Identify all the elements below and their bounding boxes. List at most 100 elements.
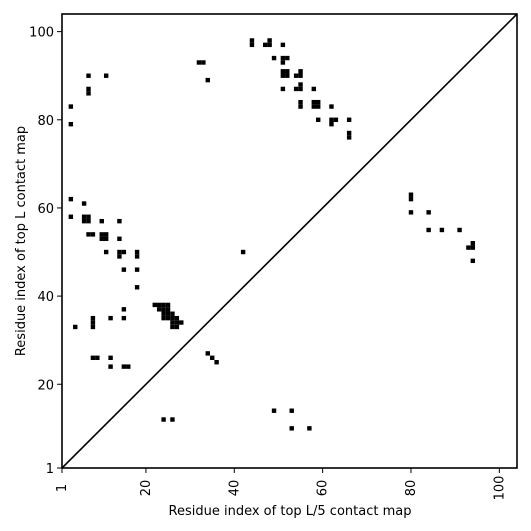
contact-point — [103, 236, 109, 241]
contact-point — [134, 267, 140, 272]
x-tick-label: 60 — [316, 480, 331, 497]
x-tick-label: 1 — [55, 484, 70, 492]
contact-point — [289, 426, 294, 431]
contact-point — [81, 214, 87, 219]
contact-point — [103, 249, 109, 255]
contact-point — [174, 315, 180, 321]
contact-point — [346, 117, 352, 122]
contact-point — [161, 302, 166, 308]
contact-point — [99, 232, 104, 237]
contact-point — [408, 196, 414, 202]
contact-point — [108, 364, 113, 369]
contact-point — [161, 417, 166, 422]
contact-point — [126, 364, 131, 369]
contact-point — [86, 73, 91, 78]
y-axis-title: Residue index of top L contact map — [14, 126, 29, 356]
contact-point — [108, 355, 113, 361]
contact-point — [214, 360, 219, 365]
contact-point — [346, 130, 352, 136]
contact-point — [108, 315, 113, 321]
contact-point — [280, 69, 286, 74]
contact-point — [165, 307, 171, 312]
contact-point — [205, 77, 210, 83]
x-tick-label: 40 — [227, 480, 242, 497]
contact-point — [81, 201, 87, 206]
contact-point — [86, 91, 91, 96]
contact-point — [439, 227, 445, 233]
contact-point — [165, 315, 171, 321]
contact-point — [152, 302, 157, 308]
contact-point — [95, 355, 100, 361]
contact-point — [470, 245, 476, 250]
contact-point — [90, 315, 96, 321]
contact-point — [134, 249, 140, 255]
contact-point — [201, 60, 206, 65]
contact-point — [86, 218, 91, 224]
contact-point — [311, 99, 317, 105]
contact-point — [470, 241, 476, 246]
contact-point — [311, 86, 317, 92]
contact-point — [249, 42, 255, 48]
contact-point — [298, 82, 303, 87]
contact-point — [121, 315, 127, 321]
contact-point — [263, 42, 268, 48]
contact-point — [307, 426, 312, 431]
contact-point — [293, 86, 299, 92]
contact-point — [298, 69, 303, 74]
contact-point — [333, 117, 339, 122]
contact-point — [81, 218, 87, 224]
contact-point — [90, 232, 96, 237]
contact-point — [121, 249, 127, 255]
x-axis-title: Residue index of top L/5 contact map — [169, 504, 412, 519]
contact-point — [408, 210, 414, 215]
contact-point — [196, 60, 202, 65]
contact-point — [156, 302, 162, 308]
contact-point — [209, 355, 215, 361]
diagonal-line — [61, 13, 518, 469]
contact-point — [174, 324, 180, 330]
contact-point — [165, 311, 171, 316]
contact-point — [426, 227, 431, 233]
contact-point — [90, 355, 96, 361]
contact-point — [99, 218, 104, 224]
contact-point — [285, 73, 290, 78]
contact-point — [316, 104, 321, 109]
contact-point — [170, 320, 175, 325]
contact-point — [466, 245, 471, 250]
contact-point — [271, 408, 277, 413]
contact-point — [86, 214, 91, 219]
x-axis-ticks: 1 20 40 60 80 100 — [55, 468, 507, 500]
contact-point — [329, 104, 334, 109]
contact-point — [68, 196, 74, 202]
contact-point — [174, 320, 180, 325]
y-axis-ticks: 1 20 40 60 80 100 — [29, 26, 62, 477]
contact-point — [298, 104, 303, 109]
contact-point — [161, 311, 166, 316]
contact-point — [121, 364, 127, 369]
contact-point — [311, 104, 317, 109]
contact-point — [86, 86, 91, 92]
contact-point — [90, 324, 96, 330]
contact-point — [103, 232, 109, 237]
contact-point — [285, 55, 290, 61]
contact-point — [68, 214, 74, 219]
contact-point — [280, 73, 286, 78]
contact-point — [68, 104, 74, 109]
contact-point — [99, 236, 104, 241]
contact-point — [121, 267, 127, 272]
contact-point — [205, 351, 210, 356]
contact-point — [117, 218, 122, 224]
contact-point — [316, 99, 321, 105]
y-tick-label: 1 — [46, 462, 54, 477]
points-layer — [68, 38, 476, 431]
contact-point — [121, 307, 127, 312]
contact-point — [134, 254, 140, 259]
contact-point — [408, 192, 414, 197]
x-tick-label: 80 — [404, 480, 419, 497]
contact-point — [103, 73, 109, 78]
contact-point — [170, 324, 175, 330]
x-tick-label: 20 — [139, 480, 154, 497]
y-tick-label: 20 — [37, 378, 54, 393]
contact-point — [267, 42, 272, 48]
contact-point — [161, 315, 166, 321]
